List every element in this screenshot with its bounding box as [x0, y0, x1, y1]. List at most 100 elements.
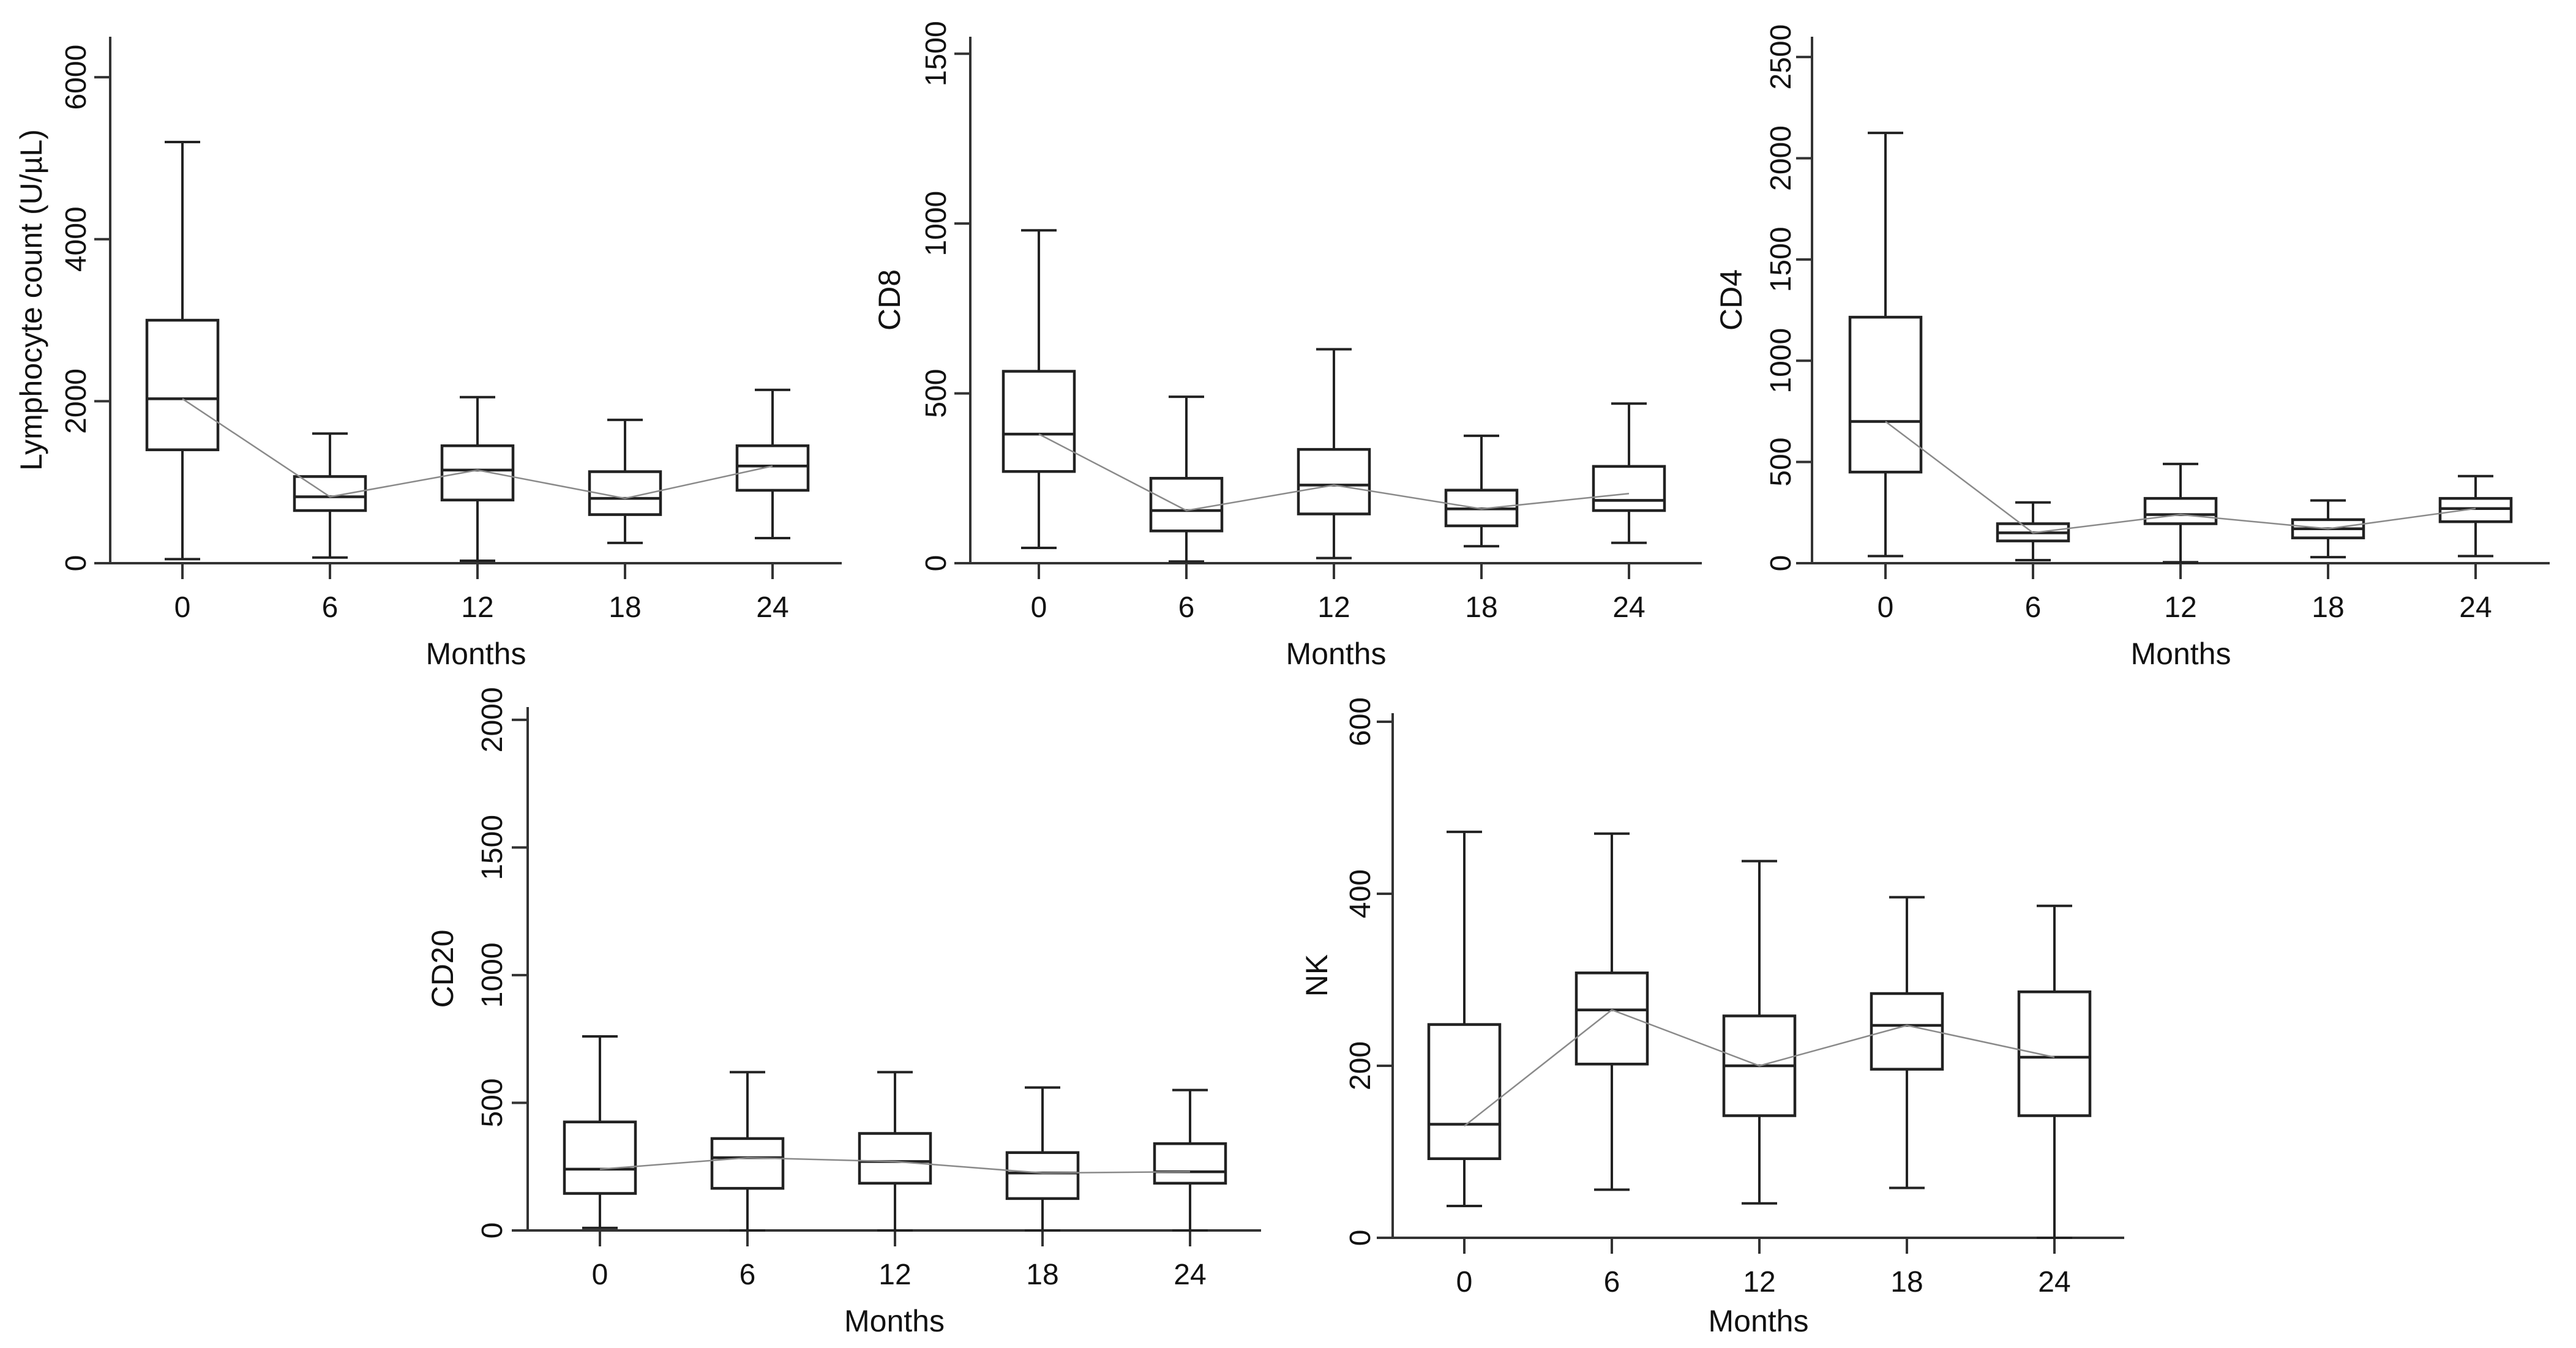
y-tick-label: 2000: [1765, 125, 1797, 191]
x-tick-label: 12: [1743, 1266, 1775, 1298]
x-tick-label: 18: [2312, 591, 2344, 624]
x-tick-label: 0: [174, 591, 191, 624]
box-plot-6: [1574, 832, 1649, 1191]
x-tick-label: 0: [1456, 1266, 1473, 1298]
iqr-box: [1002, 370, 1076, 473]
y-tick-label: 1500: [920, 21, 953, 86]
box-plot-12: [1722, 859, 1797, 1205]
x-tick-label: 18: [1890, 1266, 1923, 1298]
x-tick-label: 24: [1174, 1259, 1206, 1291]
y-tick-label: 200: [1344, 1041, 1377, 1090]
iqr-box: [2438, 496, 2513, 523]
x-axis-title: Months: [1709, 1304, 1809, 1338]
box-plot-18: [588, 418, 662, 544]
box-plot-18: [1005, 1086, 1080, 1232]
box-plot-6: [293, 432, 367, 559]
y-tick-label: 2500: [1765, 24, 1797, 90]
box-plot-24: [2438, 474, 2513, 558]
x-tick-label: 12: [461, 591, 493, 624]
box-plot-12: [1297, 348, 1371, 560]
iqr-box: [735, 444, 810, 492]
median-trend-line: [599, 1156, 1191, 1174]
x-tick-label: 18: [608, 591, 641, 624]
x-tick-label: 6: [322, 591, 339, 624]
y-tick-label: 2000: [476, 687, 509, 752]
x-tick-label: 12: [1317, 591, 1350, 624]
box-plot-24: [2017, 904, 2092, 1239]
box-plot-0: [563, 1035, 637, 1229]
box-plot-0: [1427, 830, 1502, 1208]
y-tick-label: 0: [1765, 555, 1797, 572]
y-tick-label: 1500: [1765, 227, 1797, 292]
y-tick-label: 1000: [1765, 328, 1797, 394]
panel-cd8: 0 500 1000 1500 0 6 12 18 24 Months CD8: [872, 21, 1702, 671]
box-plot-12: [2143, 462, 2218, 564]
box-plot-18: [2291, 499, 2365, 559]
panel-cd20: 0 500 1000 1500 2000 0 6 12 18 24 Months CD20: [425, 687, 1261, 1338]
x-tick-label: 0: [592, 1259, 608, 1291]
panel-nk: 0 200 400 600 0 6 12 18 24 Months NK: [1300, 697, 2124, 1338]
median-trend-line: [182, 398, 773, 500]
y-tick-label: 2000: [60, 369, 92, 434]
median-trend-line: [1038, 433, 1630, 512]
median-trend-line: [1464, 1009, 2055, 1127]
y-tick-label: 400: [1344, 869, 1377, 918]
iqr-box: [1848, 315, 1923, 474]
x-axis-title: Months: [1286, 637, 1387, 671]
y-tick-label: 1500: [476, 815, 509, 880]
iqr-box: [710, 1137, 785, 1190]
y-tick-label: 500: [476, 1078, 509, 1127]
y-tick-label: 0: [920, 555, 953, 572]
x-tick-label: 6: [1604, 1266, 1620, 1298]
iqr-box: [145, 318, 220, 452]
y-tick-label: 6000: [60, 45, 92, 110]
box-plot-18: [1870, 896, 1944, 1189]
panel-lymphocyte: 0 2000 4000 6000 0 6 12 18 24 Months Lymphocyte co…: [14, 37, 842, 671]
box-plot-12: [858, 1071, 932, 1232]
y-axis-title: CD8: [872, 269, 907, 331]
x-tick-label: 12: [2164, 591, 2196, 624]
iqr-box: [293, 475, 367, 512]
x-tick-label: 24: [2038, 1266, 2070, 1298]
iqr-box: [2143, 496, 2218, 525]
iqr-box: [1149, 477, 1224, 533]
box-plot-6: [1149, 395, 1224, 563]
x-tick-label: 18: [1465, 591, 1497, 624]
y-tick-label: 0: [1344, 1230, 1377, 1246]
iqr-box: [1297, 447, 1371, 515]
x-tick-label: 24: [2459, 591, 2492, 624]
panel-cd4: 0 500 1000 1500 2000 2500 0 6 12 18 24 Months CD4: [1714, 24, 2550, 671]
x-axis-title: Months: [844, 1304, 945, 1338]
x-tick-label: 0: [1878, 591, 1894, 624]
iqr-box: [563, 1120, 637, 1195]
iqr-box: [858, 1132, 932, 1185]
iqr-box: [1153, 1142, 1227, 1185]
y-tick-label: 0: [60, 555, 92, 572]
x-tick-label: 24: [756, 591, 788, 624]
y-tick-label: 1000: [476, 943, 509, 1008]
y-tick-label: 0: [476, 1223, 509, 1239]
y-axis-title: Lymphocyte count (U/µL): [14, 129, 48, 471]
box-plot-0: [1848, 132, 1923, 558]
iqr-box: [1427, 1023, 1502, 1160]
x-tick-label: 24: [1612, 591, 1645, 624]
y-tick-label: 1000: [920, 191, 953, 256]
x-tick-label: 0: [1031, 591, 1047, 624]
box-plot-0: [145, 141, 220, 561]
box-plot-18: [1444, 434, 1519, 548]
y-tick-label: 500: [1765, 438, 1797, 487]
iqr-box: [1592, 465, 1666, 512]
x-tick-label: 6: [2025, 591, 2042, 624]
box-plot-24: [1592, 402, 1666, 544]
x-tick-label: 18: [1026, 1259, 1058, 1291]
y-axis-title: CD20: [425, 930, 460, 1008]
iqr-box: [1005, 1151, 1080, 1200]
median-trend-line: [1885, 421, 2476, 534]
box-plot-6: [710, 1071, 785, 1232]
y-tick-label: 4000: [60, 206, 92, 272]
x-axis-title: Months: [426, 637, 526, 671]
iqr-box: [2017, 990, 2092, 1117]
y-axis-title: NK: [1300, 954, 1334, 997]
y-axis-title: CD4: [1714, 269, 1748, 331]
